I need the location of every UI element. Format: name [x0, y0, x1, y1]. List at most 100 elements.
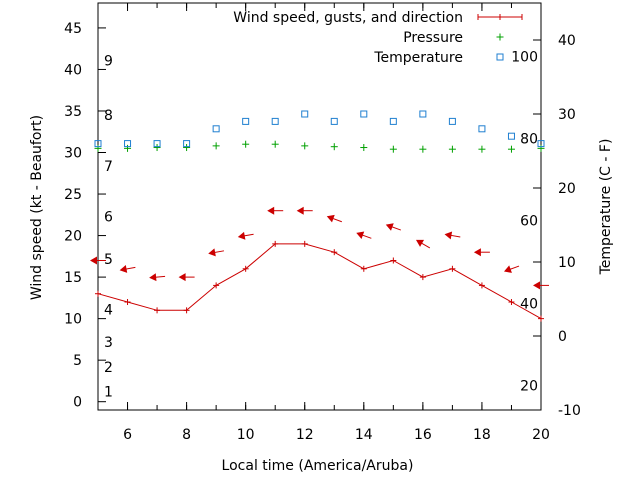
pressure-point: [507, 145, 515, 153]
gust-direction-arrow: [533, 281, 549, 290]
fahrenheit-label: 80: [520, 131, 538, 147]
wind-speed-point: [124, 299, 131, 306]
temperature-point: [153, 140, 161, 148]
temperature-point: [124, 140, 132, 148]
gust-direction-arrow: [356, 231, 372, 240]
temperature-series: [94, 110, 545, 148]
arrow-head: [178, 273, 186, 282]
gust-direction-arrow: [149, 273, 166, 282]
gust-direction-arrow: [208, 248, 225, 257]
temperature-point: [360, 110, 368, 118]
axis-labels: 6 8 10 12 14 16 18 20051015202530354045-1001020…: [29, 21, 614, 474]
wind-speed-point: [419, 274, 426, 281]
arrow-head: [415, 239, 425, 247]
arrow-head: [149, 273, 157, 282]
beaufort-label: 4: [104, 302, 113, 318]
plot-frame: [97, 2, 542, 411]
pressure-point: [330, 143, 338, 151]
arrow-head: [473, 248, 481, 257]
arrow-head: [208, 248, 216, 257]
gust-direction-arrow: [473, 248, 490, 257]
beaufort-label: 1: [104, 385, 113, 401]
wind-series: [95, 240, 544, 322]
x-tick-label: 20: [532, 427, 550, 443]
wind-speed-point: [538, 315, 544, 322]
gust-direction-arrow: [90, 256, 106, 265]
y-tick-label: 45: [64, 21, 82, 37]
gust-direction-arrow: [237, 231, 254, 240]
y-tick-label: 5: [73, 353, 82, 369]
y-axis-title: Wind speed (kt - Beaufort): [29, 115, 45, 300]
beaufort-label: 8: [104, 108, 113, 124]
beaufort-label: 7: [104, 159, 113, 175]
arrow-head: [385, 223, 394, 231]
legend-pressure-mark: [496, 33, 504, 41]
arrow-head: [444, 231, 453, 240]
y2-axis-title: Temperature (C - F): [598, 139, 614, 276]
pressure-point: [183, 144, 191, 152]
y-tick-label: 25: [64, 187, 82, 203]
wind-speed-point: [508, 299, 515, 306]
beaufort-label: 5: [104, 252, 113, 268]
pressure-point: [537, 144, 545, 152]
temperature-point: [507, 132, 515, 140]
wind-speed-point: [478, 282, 485, 289]
axis-ticks: [97, 3, 542, 411]
pressure-point: [360, 144, 368, 152]
pressure-point: [419, 145, 427, 153]
wind-speed-point: [301, 240, 308, 247]
legend-label-temperature: Temperature: [373, 50, 463, 66]
gust-direction-arrow: [326, 214, 342, 223]
x-tick-label: 16: [414, 427, 432, 443]
temperature-point: [271, 117, 279, 125]
pressure-point: [242, 140, 250, 148]
wind-direction-arrows: [90, 206, 549, 290]
x-tick-label: 8: [182, 427, 191, 443]
gust-direction-arrow: [444, 231, 461, 240]
fahrenheit-label: 40: [520, 296, 538, 312]
pressure-point: [212, 142, 220, 150]
beaufort-label: 9: [104, 53, 113, 69]
gust-direction-arrow: [385, 223, 401, 231]
legend: Wind speed, gusts, and direction Pressure…: [233, 10, 523, 66]
temperature-point: [183, 140, 191, 148]
temperature-point: [242, 117, 250, 125]
y-tick-label: 0: [73, 395, 82, 411]
temperature-point: [330, 117, 338, 125]
arrow-head: [90, 256, 97, 265]
beaufort-label: 6: [104, 209, 113, 225]
legend-temperature-mark: [496, 53, 504, 61]
legend-label-pressure: Pressure: [403, 30, 463, 46]
pressure-point: [448, 145, 456, 153]
y2-tick-label: 10: [558, 255, 576, 271]
gust-direction-arrow: [119, 265, 136, 273]
x-axis-title: Local time (America/Aruba): [222, 458, 414, 474]
y2-tick-label: 20: [558, 181, 576, 197]
wind-speed-line: [97, 243, 542, 320]
fahrenheit-label: 20: [520, 379, 538, 395]
pressure-point: [124, 144, 132, 152]
y2-tick-label: 40: [558, 33, 576, 49]
temperature-point: [94, 140, 102, 148]
y-tick-label: 20: [64, 229, 82, 245]
arrow-head: [237, 231, 246, 240]
wind-speed-point: [183, 307, 190, 314]
arrow-head: [296, 206, 304, 215]
wind-speed-point: [242, 265, 249, 272]
temperature-point: [212, 125, 220, 133]
wind-speed-point: [390, 257, 397, 264]
temperature-point: [448, 117, 456, 125]
pressure-point: [153, 144, 161, 152]
y2-tick-label: -10: [558, 403, 581, 419]
x-tick-label: 18: [473, 427, 491, 443]
wind-speed-point: [272, 240, 279, 247]
beaufort-label: 2: [104, 360, 113, 376]
pressure-point: [478, 145, 486, 153]
pressure-point: [389, 145, 397, 153]
y2-tick-label: 0: [558, 329, 567, 345]
x-tick-label: 6: [123, 427, 132, 443]
temperature-point: [419, 110, 427, 118]
wind-speed-point: [449, 265, 456, 272]
pressure-series: [94, 140, 545, 153]
